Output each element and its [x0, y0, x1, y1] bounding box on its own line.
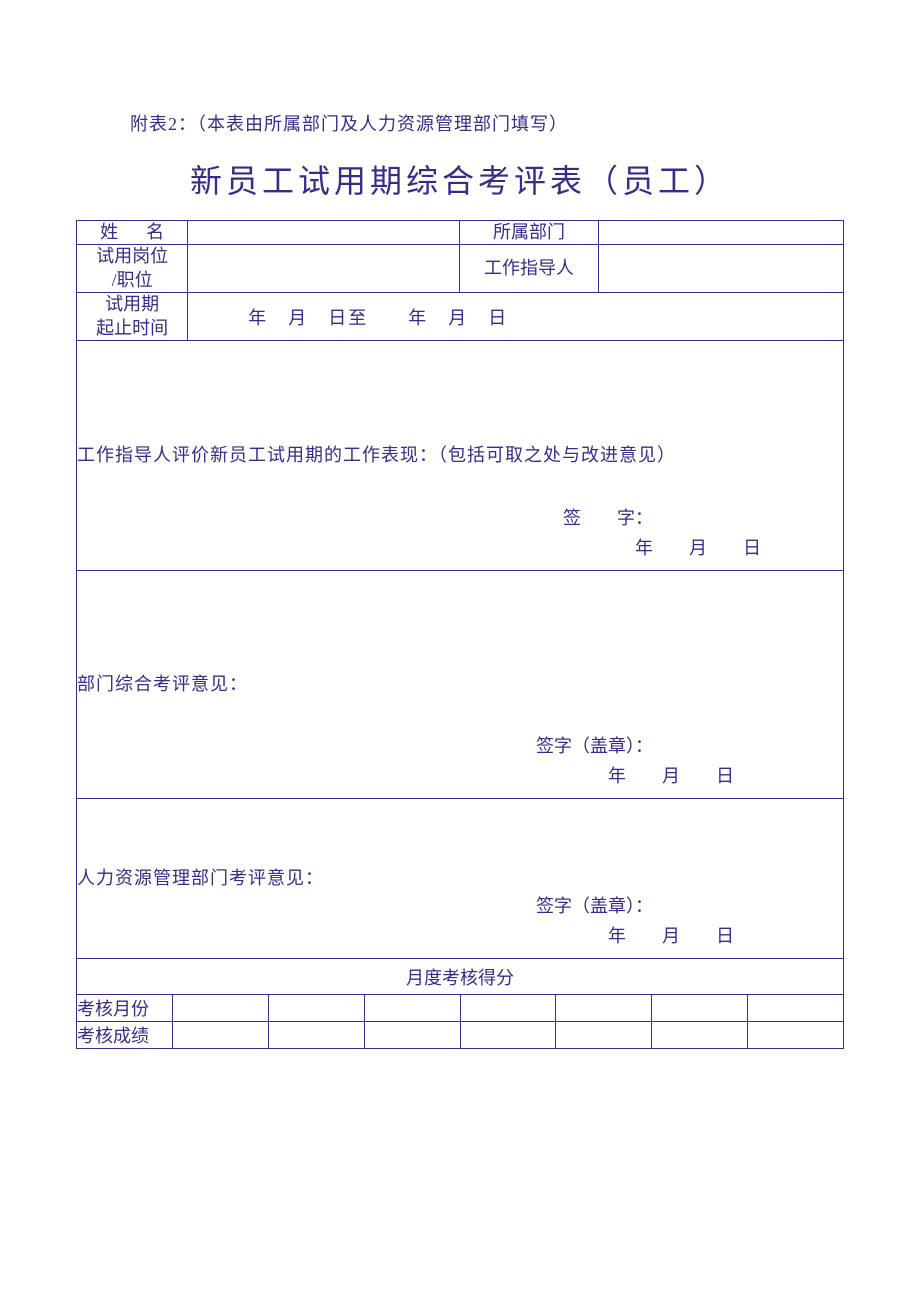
subtitle: 附表2：（本表由所属部门及人力资源管理部门填写） — [130, 110, 844, 136]
prompt-mentor-eval: 工作指导人评价新员工试用期的工作表现：（包括可取之处与改进意见） — [77, 442, 843, 469]
signature-label-2: 签字（盖章）： — [536, 731, 843, 762]
field-department[interactable] — [598, 221, 843, 245]
field-position[interactable] — [188, 245, 460, 293]
date-line-3: 年 月 日 — [536, 921, 843, 952]
date-line-1: 年 月 日 — [563, 533, 843, 564]
label-score-month: 考核月份 — [77, 995, 173, 1022]
section-hr-eval[interactable]: 人力资源管理部门考评意见： 签字（盖章）： 年 月 日 — [77, 798, 844, 958]
field-probation-period[interactable]: 年 月 日至 年 月 日 — [188, 293, 844, 341]
score-result-cell[interactable] — [748, 1022, 844, 1049]
score-result-cell[interactable] — [460, 1022, 556, 1049]
page-title: 新员工试用期综合考评表（员工） — [76, 156, 844, 202]
label-mentor: 工作指导人 — [460, 245, 598, 293]
date-line-2: 年 月 日 — [536, 761, 843, 792]
label-score-result: 考核成绩 — [77, 1022, 173, 1049]
signature-label-1: 签 字： — [563, 503, 843, 534]
label-position: 试用岗位/职位 — [77, 245, 188, 293]
section-mentor-eval[interactable]: 工作指导人评价新员工试用期的工作表现：（包括可取之处与改进意见） 签 字： 年 … — [77, 340, 844, 570]
field-name[interactable] — [188, 221, 460, 245]
score-result-row: 考核成绩 — [77, 1022, 844, 1049]
monthly-score-table: 月度考核得分 考核月份 考核成绩 — [76, 959, 844, 1050]
score-month-cell[interactable] — [364, 995, 460, 1022]
signature-label-3: 签字（盖章）： — [536, 891, 843, 922]
label-department: 所属部门 — [460, 221, 598, 245]
signature-block-3: 签字（盖章）： 年 月 日 — [536, 891, 843, 952]
section-dept-eval[interactable]: 部门综合考评意见： 签字（盖章）： 年 月 日 — [77, 570, 844, 798]
field-mentor[interactable] — [598, 245, 843, 293]
score-result-cell[interactable] — [172, 1022, 268, 1049]
score-month-cell[interactable] — [172, 995, 268, 1022]
score-month-cell[interactable] — [652, 995, 748, 1022]
evaluation-form-table: 姓名 所属部门 试用岗位/职位 工作指导人 试用期起止时间 年 月 日至 年 月… — [76, 220, 844, 959]
score-result-cell[interactable] — [268, 1022, 364, 1049]
score-result-cell[interactable] — [652, 1022, 748, 1049]
score-month-cell[interactable] — [748, 995, 844, 1022]
label-probation-period: 试用期起止时间 — [77, 293, 188, 341]
score-month-cell[interactable] — [268, 995, 364, 1022]
signature-block-2: 签字（盖章）： 年 月 日 — [536, 731, 843, 792]
prompt-dept-eval: 部门综合考评意见： — [77, 671, 843, 698]
score-month-cell[interactable] — [556, 995, 652, 1022]
label-name: 姓名 — [77, 221, 188, 245]
score-month-cell[interactable] — [460, 995, 556, 1022]
signature-block-1: 签 字： 年 月 日 — [563, 503, 843, 564]
score-result-cell[interactable] — [364, 1022, 460, 1049]
prompt-hr-eval: 人力资源管理部门考评意见： — [77, 865, 843, 892]
score-result-cell[interactable] — [556, 1022, 652, 1049]
score-header: 月度考核得分 — [77, 959, 844, 995]
score-month-row: 考核月份 — [77, 995, 844, 1022]
